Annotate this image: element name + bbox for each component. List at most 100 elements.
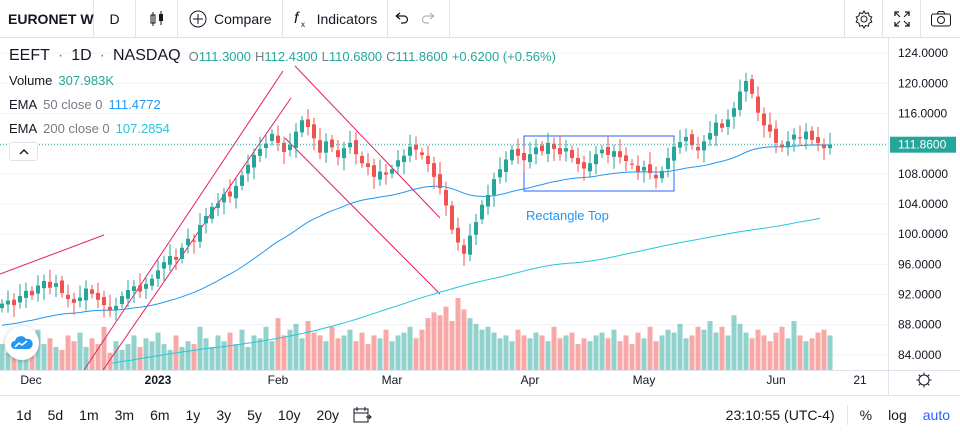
date-range-button[interactable] [352,406,372,427]
candle-body [504,159,508,173]
volume-bar [77,332,83,370]
candle-down [648,152,652,180]
log-toggle[interactable]: log [888,407,907,423]
volume-bar [293,323,299,370]
candle-body [294,131,298,148]
volume-bar [275,318,281,370]
candle-body [12,299,16,306]
candle-body [546,142,550,154]
candle-body [582,162,586,169]
candle-up [408,134,412,163]
candle-body [432,163,436,177]
chart-type-button[interactable] [136,0,178,38]
candle-body [642,167,646,171]
range-5d[interactable]: 5d [47,406,64,423]
time-zone-clock[interactable]: 23:10:55 (UTC-4) [725,407,835,423]
candle-down [192,234,196,254]
range-3m[interactable]: 3m [114,406,135,423]
candle-body [252,154,256,168]
volume-bar [443,306,449,370]
volume-bar [455,298,461,370]
candle-body [780,144,784,148]
range-6m[interactable]: 6m [150,406,170,423]
volume-bar [809,338,815,370]
volume-bar [791,321,797,370]
range-selector: 1d 5d 1m 3m 6m 1y 3y 5y 10y 20y [0,407,347,423]
candle-down [312,117,316,151]
symbol-search-button[interactable]: EURONET W [0,0,94,38]
undo-button[interactable] [388,0,416,38]
fullscreen-button[interactable] [882,0,920,38]
candle-body [570,149,574,158]
legend-collapse-button[interactable] [9,142,38,161]
candle-body [174,256,178,260]
range-1d[interactable]: 1d [16,406,32,423]
percent-toggle[interactable]: % [859,407,873,423]
volume-bar [533,332,539,370]
legend-volume-row[interactable]: Volume 307.983K [9,68,560,92]
axis-settings-icon[interactable] [916,372,932,388]
volume-bar [299,338,305,370]
candle-body [132,286,136,291]
candle-body [558,148,562,155]
candle-down [624,147,628,172]
candle-body [672,146,676,161]
range-5y[interactable]: 5y [247,406,262,423]
candle-down [72,292,76,315]
candle-down [96,282,100,309]
range-3y[interactable]: 3y [216,406,232,423]
volume-bar [503,335,509,370]
candle-down [372,158,376,189]
candle-down [102,290,106,318]
candle-up [600,145,604,158]
volume-bar [245,346,251,370]
candle-body [300,120,304,133]
volume-bar [359,332,365,370]
tradingview-logo[interactable] [5,326,39,360]
candle-body [108,306,112,311]
volume-bar [101,326,107,370]
auto-toggle[interactable]: auto [922,407,950,423]
price-chart[interactable]: Rectangle Top 124.0000 120.0000 116.0000 11… [0,38,960,395]
volume-bar [29,349,35,370]
range-10y[interactable]: 10y [277,406,301,423]
candle-body [222,194,226,203]
compare-button[interactable]: Compare [178,0,283,38]
range-20y[interactable]: 20y [316,406,340,423]
ema50-path [1,144,831,326]
volume-bar [563,335,569,370]
candle-up [534,139,538,165]
range-1m[interactable]: 1m [79,406,99,423]
volume-bar [251,335,257,370]
candle-body [738,91,742,110]
candle-down [366,153,370,176]
interval-button[interactable]: D [94,0,136,38]
snapshot-button[interactable] [920,0,960,38]
time-tick-label: Mar [382,373,403,387]
candle-up [396,150,400,175]
candle-down [798,125,802,145]
candle-down [444,181,448,216]
volume-label: Volume [9,72,53,88]
candle-body [450,205,454,230]
volume-bar [551,326,557,370]
redo-button[interactable] [416,0,451,38]
range-1y[interactable]: 1y [185,406,201,423]
candle-body [612,151,616,157]
settings-button[interactable] [844,0,882,38]
candle-up [504,151,508,183]
volume-bar [611,329,617,370]
candle-down [630,159,634,170]
candle-up [0,299,4,313]
legend-ema50-row[interactable]: EMA 50 close 0 111.4772 [9,92,560,116]
volume-bar [593,335,599,370]
candle-down [336,139,340,166]
time-tick-label: 21 [853,373,867,387]
candle-body [744,81,748,92]
candle-down [306,109,310,136]
volume-bar [749,338,755,370]
legend-ema200-row[interactable]: EMA 200 close 0 107.2854 [9,116,560,140]
candle-body [474,222,478,235]
